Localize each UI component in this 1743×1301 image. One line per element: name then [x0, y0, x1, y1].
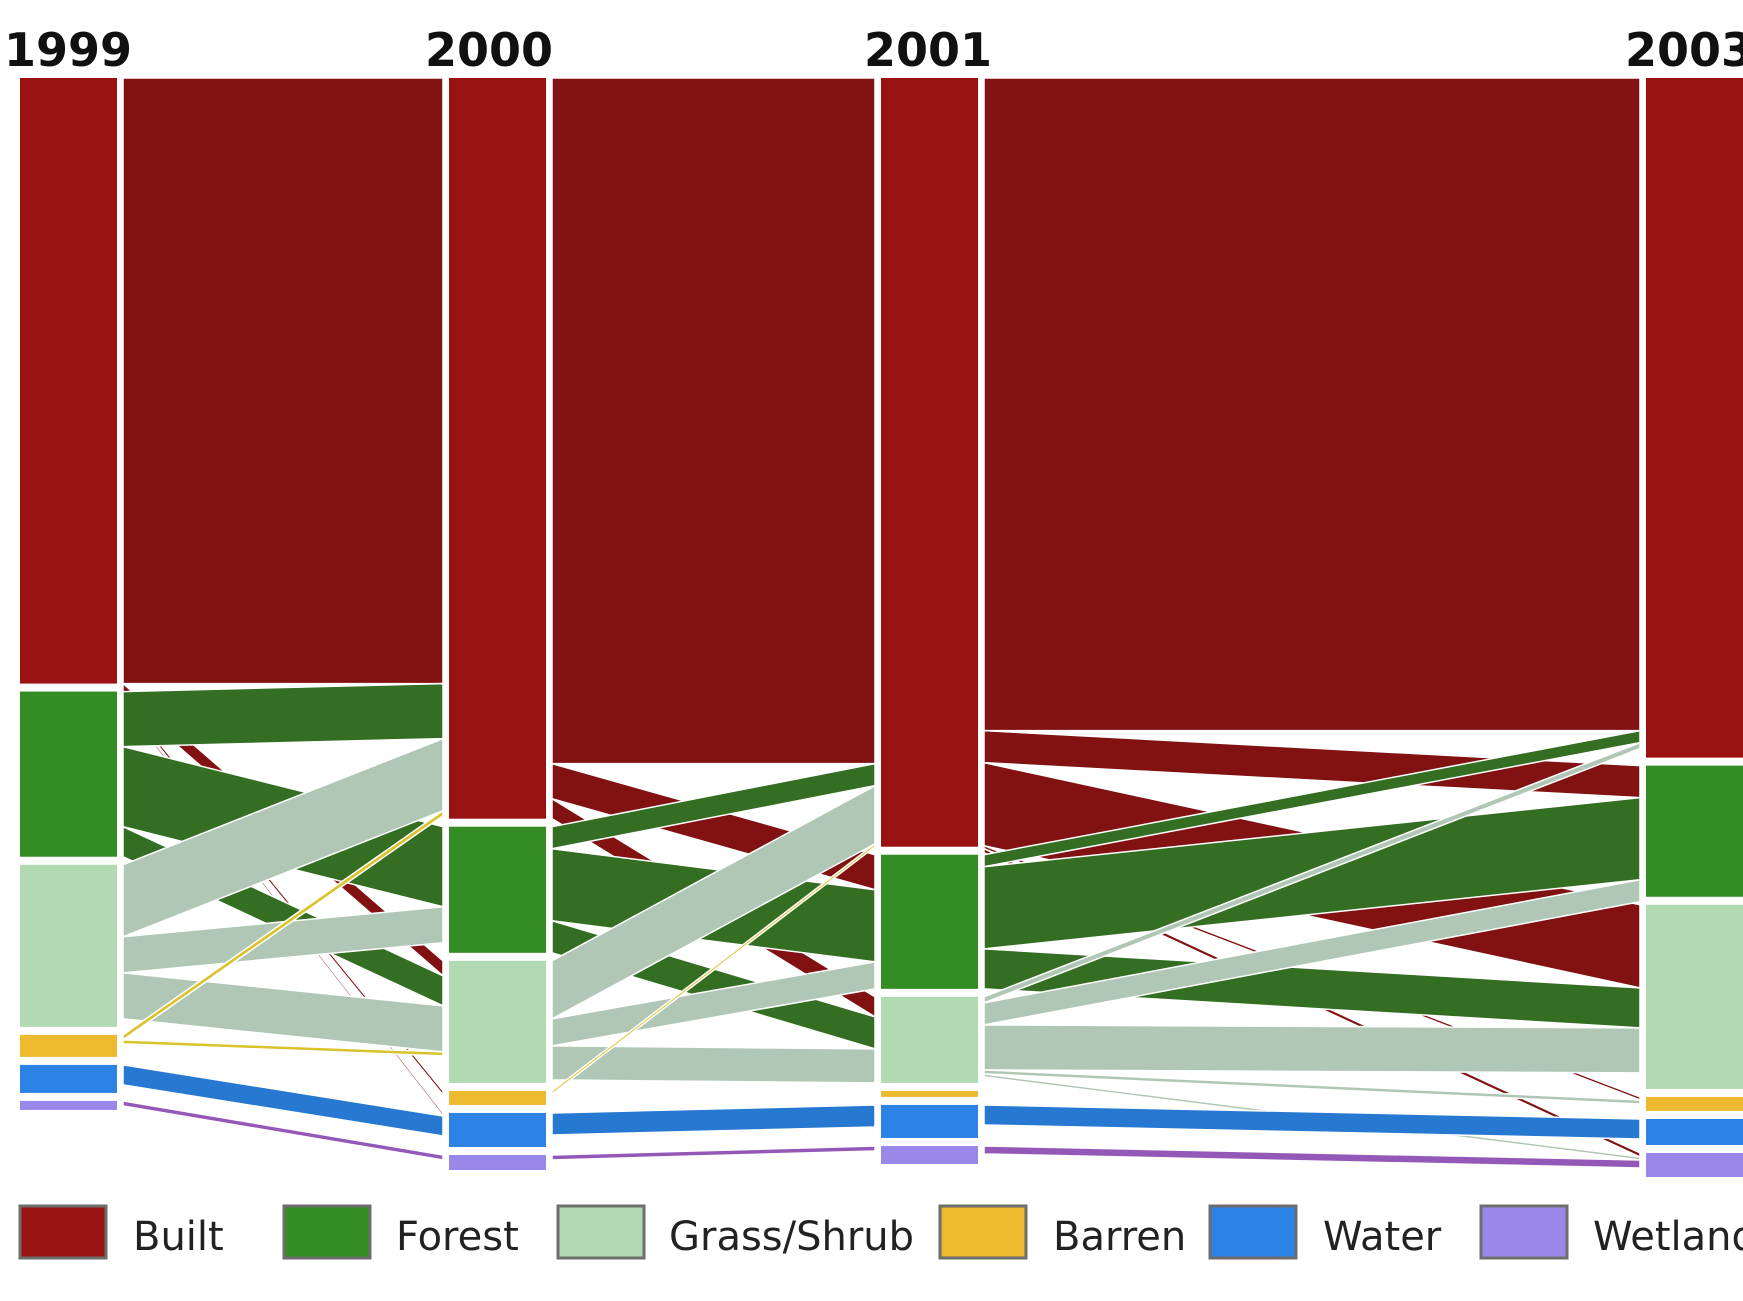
node-2001-forest — [881, 854, 978, 989]
legend-swatch-forest — [282, 1204, 372, 1260]
transition-flows — [122, 77, 1641, 1169]
node-2000-wetland — [449, 1154, 546, 1170]
legend-item-built: Built — [18, 1204, 224, 1260]
legend-swatch-grass-shrub — [556, 1204, 646, 1260]
legend-label-water: Water — [1323, 1214, 1442, 1260]
year-label-2003: 2003 — [1625, 23, 1743, 77]
node-2003-barren — [1646, 1096, 1743, 1111]
year-columns — [20, 78, 1743, 1177]
flow-1999-2000-barren-to-built — [122, 809, 444, 1042]
legend-item-barren: Barren — [938, 1204, 1186, 1260]
flow-1999-2000-barren-to-grass-shrub — [122, 1039, 444, 1057]
flow-2000-2001-water-to-water — [551, 1104, 876, 1136]
flow-2000-2001-grass-shrub-to-forest — [551, 960, 876, 1047]
node-2000-built — [449, 78, 546, 819]
node-2003-water — [1646, 1118, 1743, 1145]
legend: Built Forest Grass/Shrub Barren Water We… — [18, 1204, 1743, 1260]
year-label-2001: 2001 — [864, 23, 992, 77]
flow-2001-2003-grass-shrub-to-built — [983, 741, 1641, 1004]
legend-label-wetland: Wetland — [1593, 1214, 1743, 1260]
legend-swatch-water — [1208, 1204, 1298, 1260]
flow-1999-2000-wetland-to-wetland — [122, 1100, 444, 1161]
flow-2000-2001-built-to-built — [551, 77, 876, 765]
year-label-2000: 2000 — [425, 23, 553, 77]
node-1999-water — [20, 1064, 117, 1093]
flow-2000-2001-grass-shrub-to-grass-shrub — [551, 1045, 876, 1084]
legend-item-wetland: Wetland — [1479, 1204, 1743, 1260]
node-2000-barren — [449, 1090, 546, 1105]
node-2001-wetland — [881, 1145, 978, 1164]
legend-item-forest: Forest — [282, 1204, 519, 1260]
legend-label-forest: Forest — [396, 1214, 519, 1260]
legend-label-built: Built — [133, 1214, 224, 1260]
flow-2001-2003-grass-shrub-to-forest — [983, 878, 1641, 1026]
legend-label-grass-shrub: Grass/Shrub — [669, 1214, 914, 1260]
flow-1999-2000-grass-shrub-to-forest — [122, 905, 444, 974]
node-2000-grass-shrub — [449, 960, 546, 1083]
node-1999-forest — [20, 691, 117, 857]
flow-1999-2000-forest-to-built — [122, 682, 444, 748]
year-label-1999: 1999 — [4, 23, 132, 77]
node-2003-built — [1646, 78, 1743, 758]
node-2003-forest — [1646, 765, 1743, 897]
legend-item-grass-shrub: Grass/Shrub — [556, 1204, 914, 1260]
year-labels: 1999 2000 2001 2003 — [4, 23, 1743, 77]
legend-swatch-barren — [938, 1204, 1028, 1260]
flow-2001-2003-grass-shrub-to-barren — [983, 1069, 1641, 1105]
node-2000-forest — [449, 826, 546, 953]
node-2003-wetland — [1646, 1152, 1743, 1177]
node-2001-water — [881, 1104, 978, 1138]
node-1999-built — [20, 78, 117, 684]
node-2003-grass-shrub — [1646, 904, 1743, 1089]
flow-2001-2003-water-to-water — [983, 1104, 1641, 1140]
legend-swatch-wetland — [1479, 1204, 1569, 1260]
node-1999-wetland — [20, 1100, 117, 1110]
node-2001-built — [881, 78, 978, 847]
flow-1999-2000-water-to-water — [122, 1064, 444, 1137]
flow-2000-2001-wetland-to-wetland — [551, 1145, 876, 1161]
flow-2001-2003-grass-shrub-to-grass-shrub — [983, 1024, 1641, 1074]
node-1999-barren — [20, 1034, 117, 1057]
flow-2000-2001-barren-to-built — [551, 842, 876, 1096]
flow-1999-2000-built-to-built — [122, 77, 444, 685]
node-2001-barren — [881, 1090, 978, 1097]
node-2000-water — [449, 1112, 546, 1147]
node-1999-grass-shrub — [20, 864, 117, 1027]
flow-1999-2000-grass-shrub-to-grass-shrub — [122, 971, 444, 1053]
legend-swatch-built — [18, 1204, 108, 1260]
flow-2001-2003-built-to-built — [983, 77, 1641, 732]
node-2001-grass-shrub — [881, 996, 978, 1083]
legend-item-water: Water — [1208, 1204, 1442, 1260]
flow-2001-2003-wetland-to-wetland — [983, 1145, 1641, 1169]
legend-label-barren: Barren — [1053, 1214, 1186, 1260]
